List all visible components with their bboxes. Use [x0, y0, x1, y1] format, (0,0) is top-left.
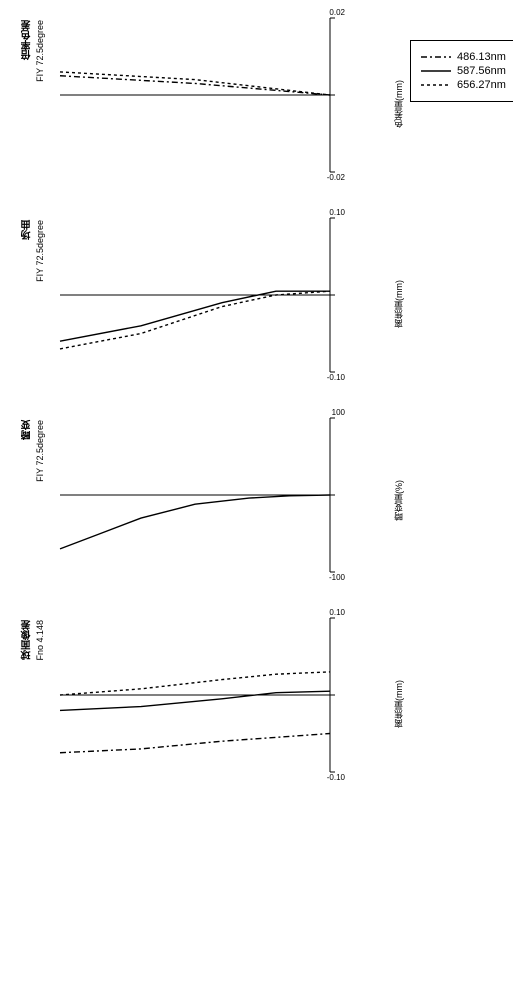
- series-line: [60, 691, 330, 710]
- chart-subtitle: Fno 4.148: [35, 620, 45, 661]
- chart-panel: 倍率色差FIY 72.5degree色差量(mm)0.02-0.02: [10, 10, 390, 180]
- series-line: [60, 672, 330, 695]
- tick-label-bottom: -100: [329, 573, 345, 582]
- tick-label-bottom: -0.02: [327, 173, 345, 182]
- tick-label-bottom: -0.10: [327, 773, 345, 782]
- tick-label-bottom: -0.10: [327, 373, 345, 382]
- series-line: [60, 495, 330, 549]
- page-container: 倍率色差FIY 72.5degree色差量(mm)0.02-0.02场曲FIY …: [10, 10, 503, 780]
- chart-title: 场曲: [20, 220, 35, 240]
- chart-panel: 畸变FIY 72.5degree畸变量(%)100-100: [10, 410, 390, 580]
- chart-svg: [10, 410, 390, 580]
- tick-label-top: 0.10: [329, 608, 345, 617]
- legend-label: 486.13nm: [457, 51, 506, 63]
- tick-label-top: 100: [332, 408, 345, 417]
- legend-item: 486.13nm: [421, 51, 506, 63]
- legend-item: 587.56nm: [421, 65, 506, 77]
- series-line: [60, 76, 330, 95]
- chart-subtitle: FIY 72.5degree: [35, 220, 45, 282]
- tick-label-top: 0.10: [329, 208, 345, 217]
- chart-panel: 场曲FIY 72.5degree离焦量(mm)0.10-0.10: [10, 210, 390, 380]
- chart-title: 球面像差: [20, 620, 35, 660]
- chart-ylabel: 离焦量(mm): [392, 280, 405, 328]
- chart-svg: [10, 610, 390, 780]
- chart-ylabel: 色差量(mm): [392, 80, 405, 128]
- chart-subtitle: FIY 72.5degree: [35, 20, 45, 82]
- legend-swatch: [421, 79, 451, 91]
- chart-ylabel: 离焦量(mm): [392, 680, 405, 728]
- legend-item: 656.27nm: [421, 79, 506, 91]
- legend-label: 656.27nm: [457, 79, 506, 91]
- chart-title: 倍率色差: [20, 20, 35, 60]
- chart-svg: [10, 10, 390, 180]
- chart-panel: 球面像差Fno 4.148离焦量(mm)0.10-0.10: [10, 610, 390, 780]
- legend-label: 587.56nm: [457, 65, 506, 77]
- series-line: [60, 734, 330, 753]
- chart-svg: [10, 210, 390, 380]
- legend-swatch: [421, 65, 451, 77]
- series-line: [60, 291, 330, 349]
- chart-ylabel: 畸变量(%): [392, 480, 405, 521]
- tick-label-top: 0.02: [329, 8, 345, 17]
- legend-swatch: [421, 51, 451, 63]
- charts-column: 倍率色差FIY 72.5degree色差量(mm)0.02-0.02场曲FIY …: [10, 10, 390, 780]
- chart-title: 畸变: [20, 420, 35, 440]
- chart-subtitle: FIY 72.5degree: [35, 420, 45, 482]
- legend-box: 486.13nm 587.56nm 656.27nm: [410, 40, 513, 102]
